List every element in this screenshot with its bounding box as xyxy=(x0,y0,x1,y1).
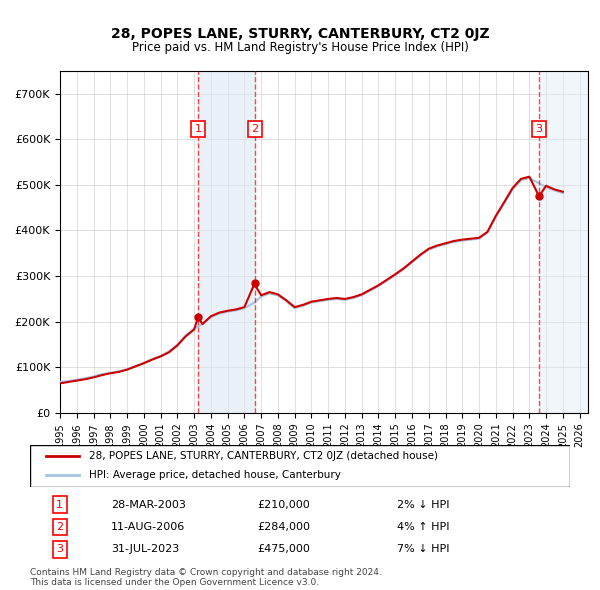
Text: 1: 1 xyxy=(56,500,63,510)
Text: Contains HM Land Registry data © Crown copyright and database right 2024.: Contains HM Land Registry data © Crown c… xyxy=(30,568,382,576)
Text: 2: 2 xyxy=(251,124,258,134)
Text: HPI: Average price, detached house, Canterbury: HPI: Average price, detached house, Cant… xyxy=(89,470,341,480)
Text: Price paid vs. HM Land Registry's House Price Index (HPI): Price paid vs. HM Land Registry's House … xyxy=(131,41,469,54)
Text: 7% ↓ HPI: 7% ↓ HPI xyxy=(397,545,450,555)
Text: 28-MAR-2003: 28-MAR-2003 xyxy=(111,500,186,510)
Text: 28, POPES LANE, STURRY, CANTERBURY, CT2 0JZ (detached house): 28, POPES LANE, STURRY, CANTERBURY, CT2 … xyxy=(89,451,439,461)
Bar xyxy=(539,71,588,413)
Text: 11-AUG-2006: 11-AUG-2006 xyxy=(111,522,185,532)
Text: 3: 3 xyxy=(56,545,63,555)
Bar xyxy=(198,71,254,413)
FancyBboxPatch shape xyxy=(30,445,570,487)
Text: 31-JUL-2023: 31-JUL-2023 xyxy=(111,545,179,555)
Text: 28, POPES LANE, STURRY, CANTERBURY, CT2 0JZ: 28, POPES LANE, STURRY, CANTERBURY, CT2 … xyxy=(110,27,490,41)
Text: 1: 1 xyxy=(194,124,202,134)
Text: 3: 3 xyxy=(536,124,542,134)
Text: This data is licensed under the Open Government Licence v3.0.: This data is licensed under the Open Gov… xyxy=(30,578,319,587)
Text: 4% ↑ HPI: 4% ↑ HPI xyxy=(397,522,450,532)
Text: £284,000: £284,000 xyxy=(257,522,310,532)
Text: 2% ↓ HPI: 2% ↓ HPI xyxy=(397,500,450,510)
Text: £210,000: £210,000 xyxy=(257,500,310,510)
Text: 2: 2 xyxy=(56,522,63,532)
Text: £475,000: £475,000 xyxy=(257,545,310,555)
